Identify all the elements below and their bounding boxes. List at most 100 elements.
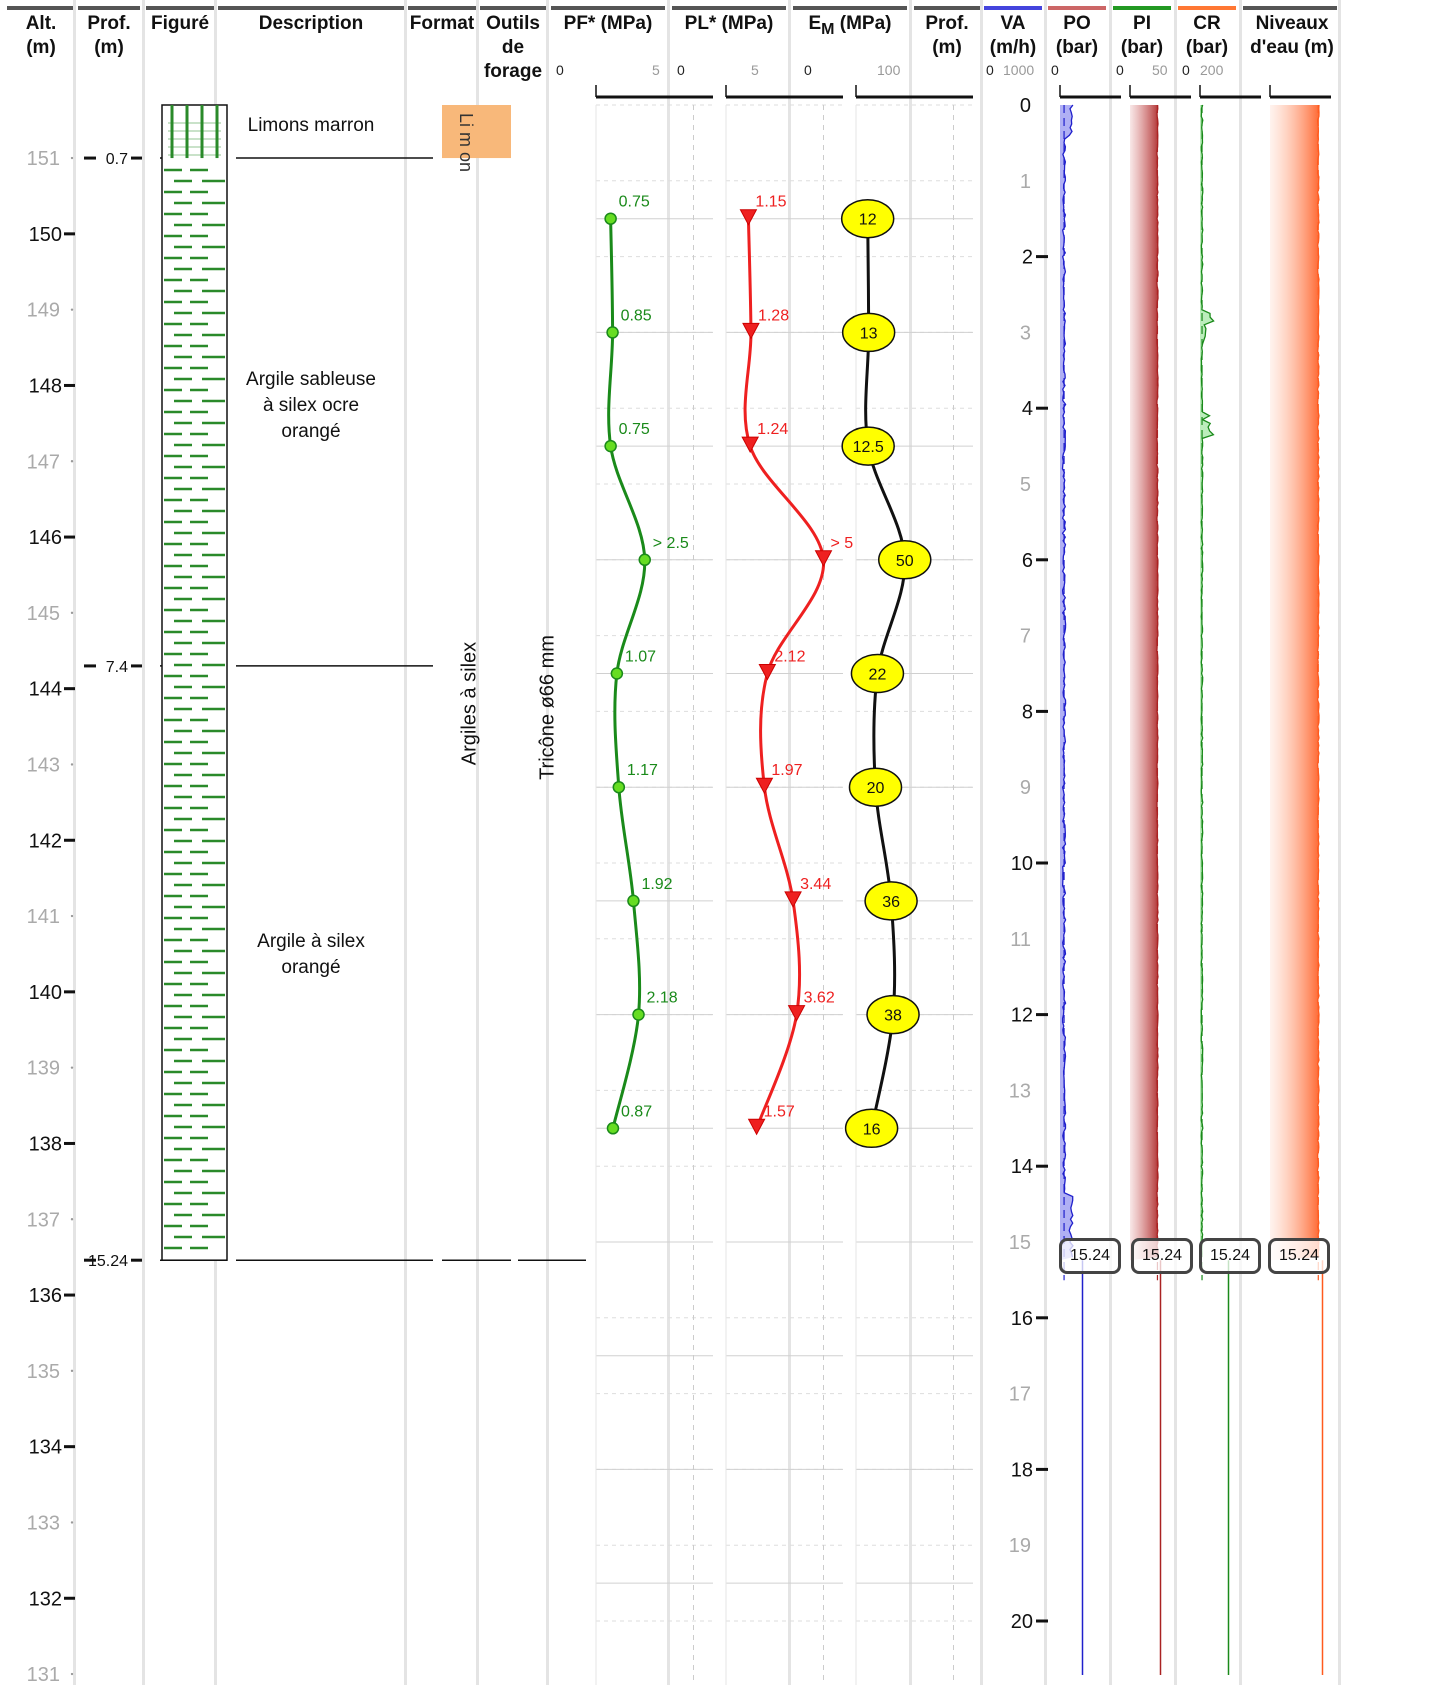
va-series-area [1060, 105, 1073, 1260]
depth-tick-label: 2 [1022, 247, 1033, 269]
pf-value-label: 2.18 [647, 990, 678, 1007]
altitude-minor-tick [71, 1521, 73, 1523]
pi-series-line [1201, 105, 1213, 1257]
depth-tick-label: 18 [1011, 1459, 1033, 1481]
altitude-tick-label: 134 [29, 1437, 62, 1459]
layer-description: Argile à silex orangé [218, 929, 404, 981]
depth-tick-label: 6 [1022, 550, 1033, 572]
em-value-label: 12 [859, 212, 877, 229]
em-value-label: 16 [863, 1121, 881, 1138]
depth-tick-label: 13 [1009, 1080, 1031, 1102]
end-depth-badge-po: 15.24 [1131, 1238, 1193, 1274]
pl-point [816, 551, 832, 566]
depth-tick-label: 15 [1009, 1232, 1031, 1254]
pl-point [789, 1006, 805, 1021]
em-value-label: 20 [867, 780, 885, 797]
drilling-tool-label: Tricône ø66 mm [537, 598, 560, 818]
depth-tick-label: 10 [1011, 853, 1033, 875]
pf-value-label: > 2.5 [653, 535, 689, 552]
em-value-label: 36 [882, 894, 900, 911]
pl-point [740, 210, 756, 225]
altitude-tick-label: 144 [29, 679, 62, 701]
depth-tick-label: 8 [1022, 701, 1033, 723]
altitude-minor-tick [71, 157, 73, 159]
end-depth-badge-cr: 15.24 [1268, 1238, 1330, 1274]
layer-depth-label: 7.4 [106, 659, 128, 676]
pl-point [742, 437, 758, 452]
pf-point [628, 895, 639, 906]
pl-value-label: 1.15 [755, 194, 786, 211]
altitude-tick-label: 132 [29, 1588, 62, 1610]
pf-value-label: 0.87 [621, 1103, 652, 1120]
depth-tick-label: 19 [1009, 1535, 1031, 1557]
altitude-tick-label: 148 [29, 375, 62, 397]
altitude-tick-label: 141 [27, 906, 60, 928]
em-value-label: 38 [884, 1008, 902, 1025]
altitude-tick-label: 136 [29, 1285, 62, 1307]
em-value-label: 50 [896, 553, 914, 570]
pf-value-label: 0.75 [619, 421, 650, 438]
pl-value-label: 1.28 [758, 307, 789, 324]
em-value-label: 13 [860, 325, 878, 342]
format-label: Argiles à silex [459, 599, 482, 809]
altitude-tick-label: 143 [27, 754, 60, 776]
altitude-minor-tick [71, 1218, 73, 1220]
depth-tick-label: 14 [1011, 1156, 1033, 1178]
pf-point [605, 441, 616, 452]
depth-tick-label: 0 [1020, 95, 1031, 117]
altitude-tick-label: 146 [29, 527, 62, 549]
altitude-minor-tick [71, 308, 73, 310]
em-value-label: 22 [869, 667, 887, 684]
pl-value-label: 1.24 [757, 421, 788, 438]
altitude-tick-label: 137 [27, 1209, 60, 1231]
pl-value-label: > 5 [831, 535, 854, 552]
pl-value-label: 1.57 [764, 1103, 795, 1120]
pf-value-label: 1.17 [627, 762, 658, 779]
pf-point [607, 327, 618, 338]
cr-series-area [1270, 105, 1319, 1260]
pl-point [749, 1119, 765, 1134]
pl-value-label: 1.97 [771, 762, 802, 779]
altitude-tick-label: 149 [27, 300, 60, 322]
altitude-minor-tick [71, 612, 73, 614]
end-depth-badge-va: 15.24 [1059, 1238, 1121, 1274]
altitude-tick-label: 142 [29, 830, 62, 852]
pf-value-label: 1.07 [625, 649, 656, 666]
layer-depth-label: 0.7 [106, 151, 128, 168]
depth-tick-label: 4 [1022, 398, 1033, 420]
pl-point [759, 665, 775, 680]
depth-tick-label: 7 [1020, 626, 1031, 648]
altitude-minor-tick [71, 763, 73, 765]
pf-point [611, 668, 622, 679]
altitude-tick-label: 131 [27, 1664, 60, 1685]
depth-tick-label: 3 [1020, 322, 1031, 344]
depth-tick-label: 12 [1011, 1005, 1033, 1027]
pl-point [743, 323, 759, 338]
altitude-minor-tick [71, 1066, 73, 1068]
pf-point [607, 1123, 618, 1134]
altitude-tick-label: 139 [27, 1058, 60, 1080]
altitude-tick-label: 151 [27, 148, 60, 170]
em-value-label: 12.5 [853, 439, 884, 456]
altitude-minor-tick [71, 1673, 73, 1675]
altitude-minor-tick [71, 460, 73, 462]
pf-value-label: 0.75 [619, 194, 650, 211]
pl-value-label: 3.44 [800, 876, 831, 893]
format-cell-text: Li m on [456, 113, 476, 172]
depth-tick-label: 11 [1010, 929, 1031, 951]
layer-description: Argile sableuse à silex ocre orangé [218, 367, 404, 445]
pl-value-label: 2.12 [774, 649, 805, 666]
altitude-tick-label: 138 [29, 1133, 62, 1155]
depth-tick-label: 5 [1020, 474, 1031, 496]
depth-tick-label: 1 [1020, 171, 1031, 193]
pf-value-label: 0.85 [621, 307, 652, 324]
altitude-tick-label: 133 [27, 1512, 60, 1534]
pl-point [785, 892, 801, 907]
altitude-tick-label: 145 [27, 603, 60, 625]
altitude-tick-label: 150 [29, 224, 62, 246]
depth-tick-label: 16 [1011, 1308, 1033, 1330]
po-series-area [1130, 105, 1158, 1260]
altitude-minor-tick [71, 1370, 73, 1372]
